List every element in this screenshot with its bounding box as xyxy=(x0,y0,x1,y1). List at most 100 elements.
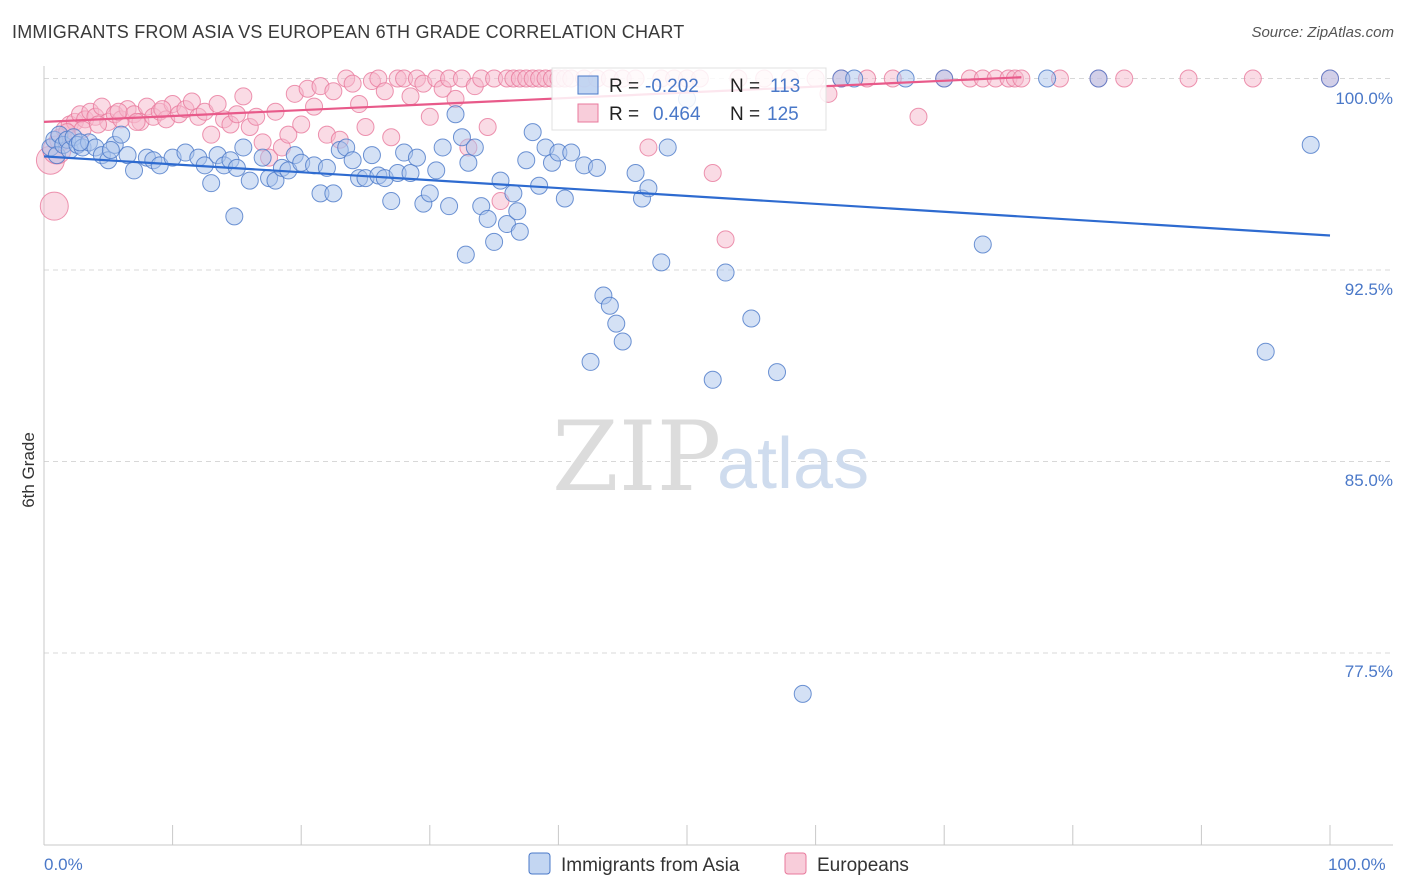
europeans-point-123 xyxy=(127,112,146,131)
asia-point-81 xyxy=(581,352,600,371)
asia-point-93 xyxy=(703,370,722,389)
europeans-point-55 xyxy=(375,82,394,101)
europeans-point-124 xyxy=(153,100,172,119)
x-tick-label-min: 0.0% xyxy=(44,855,83,874)
asia-point-101 xyxy=(935,69,954,88)
stats-asia-n-value: 113 xyxy=(770,76,800,97)
stats-box: R = -0.202 N = 113 R = 0.464 N = 125 xyxy=(551,67,827,131)
asia-point-25 xyxy=(202,174,221,193)
asia-point-64 xyxy=(465,138,484,157)
europeans-point-52 xyxy=(356,118,375,137)
europeans-point-42 xyxy=(292,115,311,134)
asia-point-61 xyxy=(446,105,465,124)
asia-point-87 xyxy=(626,163,645,182)
asia-point-90 xyxy=(652,253,671,272)
legend-swatch-asia[interactable] xyxy=(528,852,551,875)
asia-point-73 xyxy=(523,123,542,142)
europeans-point-50 xyxy=(343,74,362,93)
asia-point-82 xyxy=(587,158,606,177)
europeans-point-117 xyxy=(1243,69,1262,88)
europeans-point-47 xyxy=(324,82,343,101)
asia-point-111 xyxy=(71,133,90,152)
y-axis-label: 6th Grade xyxy=(19,432,38,508)
asia-point-106 xyxy=(1301,135,1320,154)
asia-point-85 xyxy=(607,314,626,333)
europeans-point-44 xyxy=(305,97,324,116)
asia-point-59 xyxy=(433,138,452,157)
europeans-point-56 xyxy=(382,128,401,147)
y-tick-label-77-5: 77.5% xyxy=(1345,662,1393,681)
europeans-point-51 xyxy=(350,95,369,114)
asia-point-58 xyxy=(427,161,446,180)
asia-point-51 xyxy=(382,192,401,211)
asia-point-15 xyxy=(112,125,131,144)
asia-point-45 xyxy=(343,151,362,170)
asia-point-72 xyxy=(517,151,536,170)
stats-europeans-r-label: R = xyxy=(609,104,639,125)
asia-point-110 xyxy=(508,202,527,221)
asia-point-48 xyxy=(362,146,381,165)
asia-point-96 xyxy=(768,363,787,382)
watermark-atlas: atlas xyxy=(717,424,869,504)
europeans-point-25 xyxy=(182,92,201,111)
europeans-point-71 xyxy=(478,118,497,137)
asia-point-103 xyxy=(1038,69,1057,88)
europeans-point-66 xyxy=(446,89,465,108)
axis-layer xyxy=(43,66,1393,846)
y-tick-label-100: 100.0% xyxy=(1335,89,1393,108)
asia-point-91 xyxy=(658,138,677,157)
asia-point-94 xyxy=(716,263,735,282)
asia-point-17 xyxy=(125,161,144,180)
y-tick-label-85: 85.0% xyxy=(1345,471,1393,490)
legend-label-asia[interactable]: Immigrants from Asia xyxy=(561,855,740,876)
europeans-point-33 xyxy=(234,87,253,106)
asia-point-99 xyxy=(845,69,864,88)
legend-swatch-europeans[interactable] xyxy=(784,852,807,875)
y-tick-label-92-5: 92.5% xyxy=(1345,280,1393,299)
asia-point-105 xyxy=(1256,342,1275,361)
legend: Immigrants from Asia Europeans xyxy=(528,852,909,876)
asia-point-71 xyxy=(510,222,529,241)
europeans-point-1 xyxy=(39,191,69,221)
asia-point-55 xyxy=(407,148,426,167)
trend-lines xyxy=(43,76,1331,237)
asia-point-107 xyxy=(1321,69,1339,88)
stats-swatch-asia xyxy=(577,75,599,95)
europeans-point-115 xyxy=(1115,69,1134,88)
asia-point-41 xyxy=(317,158,336,177)
europeans-point-62 xyxy=(420,107,439,126)
europeans-point-40 xyxy=(279,125,298,144)
asia-point-108 xyxy=(225,207,244,226)
europeans-point-116 xyxy=(1179,69,1198,88)
asia-point-62 xyxy=(452,128,471,147)
asia-trend-line xyxy=(43,155,1331,237)
asia-point-66 xyxy=(478,209,497,228)
asia-point-54 xyxy=(401,163,420,182)
asia-point-84 xyxy=(600,296,619,315)
asia-point-112 xyxy=(101,140,120,159)
stats-europeans-n-label: N = xyxy=(730,104,760,125)
stats-swatch-europeans xyxy=(577,103,599,123)
asia-point-67 xyxy=(485,232,504,251)
europeans-point-36 xyxy=(253,133,272,152)
asia-point-42 xyxy=(324,184,343,203)
chart-title: IMMIGRANTS FROM ASIA VS EUROPEAN 6TH GRA… xyxy=(12,22,685,42)
asia-point-95 xyxy=(742,309,761,328)
grid-layer xyxy=(44,78,1393,654)
asia-point-86 xyxy=(613,332,632,351)
stats-asia-r-value: -0.202 xyxy=(645,76,699,97)
asia-point-68 xyxy=(491,171,510,190)
watermark-zip: ZIP xyxy=(552,401,721,513)
asia-point-70 xyxy=(504,184,523,203)
asia-point-79 xyxy=(562,143,581,162)
legend-label-europeans[interactable]: Europeans xyxy=(817,855,909,876)
europeans-point-122 xyxy=(109,102,128,121)
asia-point-32 xyxy=(253,148,272,167)
europeans-point-59 xyxy=(401,87,420,106)
europeans-point-95 xyxy=(703,163,722,182)
stats-asia-r-label: R = xyxy=(609,76,639,97)
stats-europeans-n-value: 125 xyxy=(767,104,799,125)
europeans-trend-line xyxy=(43,76,1022,124)
europeans-point-105 xyxy=(909,107,928,126)
